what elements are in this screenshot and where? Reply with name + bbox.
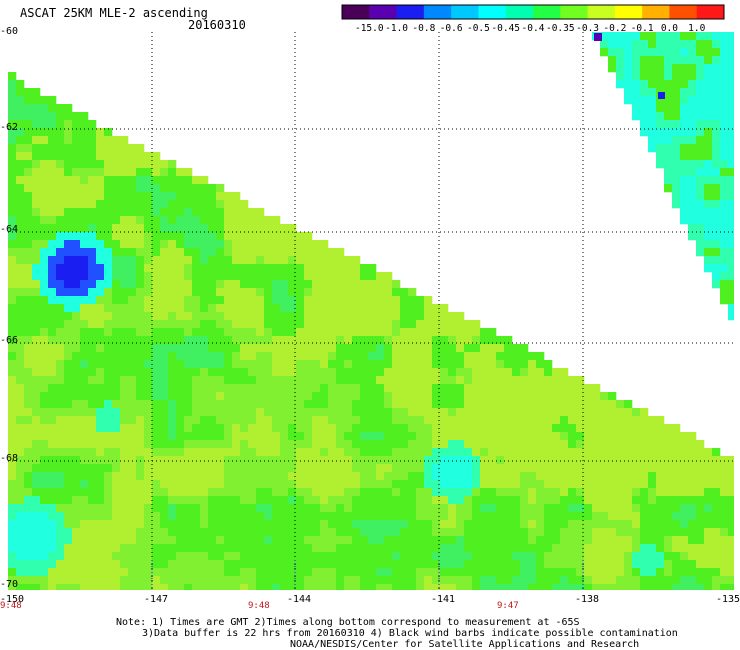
x-axis-label-144: -144 [287, 594, 312, 605]
y-axis-label-64: -64 [0, 224, 19, 235]
colorbar-label: -1.0 [385, 23, 408, 34]
colorbar-swatch [423, 5, 452, 19]
data-swath [8, 32, 734, 590]
colorbar-swatch [369, 5, 398, 19]
colorbar-label: -0.3 [576, 23, 599, 34]
note-line-3: NOAA/NESDIS/Center for Satellite Applica… [290, 639, 640, 650]
y-axis-label-62: -62 [0, 122, 19, 133]
colorbar-label: -0.1 [631, 23, 654, 34]
note-line-2: 3)Data buffer is 22 hrs from 20160310 4)… [142, 628, 678, 639]
grid-lines [8, 32, 734, 590]
map-title: ASCAT 25KM MLE-2 ascending [20, 6, 208, 20]
y-axis-label-60: -60 [0, 26, 19, 37]
colorbar-swatch [669, 5, 698, 19]
x-axis-label-141: -141 [431, 594, 456, 605]
outlier-pixel [658, 92, 665, 99]
y-axis-label-70: -70 [0, 579, 19, 590]
y-axis-label-66: -66 [0, 335, 19, 346]
colorbar-label: 0.0 [661, 23, 678, 34]
y-axis-label-68: -68 [0, 453, 19, 464]
wind-map [8, 32, 734, 590]
time-label-2: 9:48 [248, 601, 270, 611]
note-line-1: Note: 1) Times are GMT 2)Times along bot… [116, 617, 580, 628]
colorbar-label: 1.0 [688, 23, 705, 34]
colorbar-swatch [451, 5, 479, 19]
color-scale-bar: -15.0 -1.0 -0.8 -0.6 -0.5 -0.45 -0.4 -0.35 -0.3-… [341, 4, 725, 34]
colorbar-swatch [560, 5, 589, 19]
map-date: 20160310 [188, 18, 246, 32]
x-axis-label-138: -138 [575, 594, 600, 605]
time-label-3: 9:47 [497, 601, 519, 611]
colorbar-label: -0.2 [603, 23, 626, 34]
x-axis-label-135: -135 [716, 594, 740, 605]
colorbar-label: -0.4 [522, 23, 545, 34]
time-label-1: 9:48 [0, 601, 22, 611]
colorbar-swatch [396, 5, 425, 19]
colorbar-label: -0.5 [467, 23, 490, 34]
colorbar-swatch [614, 5, 643, 19]
colorbar-swatch [696, 5, 725, 19]
colorbar-label: -0.8 [412, 23, 435, 34]
colorbar-swatch [478, 5, 507, 19]
colorbar-label: -0.45 [491, 23, 520, 34]
colorbar-swatch [642, 5, 670, 19]
colorbar-swatch [342, 5, 370, 19]
colorbar-label: -0.35 [546, 23, 575, 34]
x-axis-label-147: -147 [144, 594, 169, 605]
colorbar-swatch [533, 5, 561, 19]
colorbar-swatch [587, 5, 616, 19]
colorbar-label: -15.0 [355, 23, 384, 34]
colorbar-swatch [505, 5, 534, 19]
colorbar-label: -0.6 [440, 23, 463, 34]
x-axis-label-150: -150 [0, 594, 25, 605]
outlier-pixel [594, 33, 602, 41]
